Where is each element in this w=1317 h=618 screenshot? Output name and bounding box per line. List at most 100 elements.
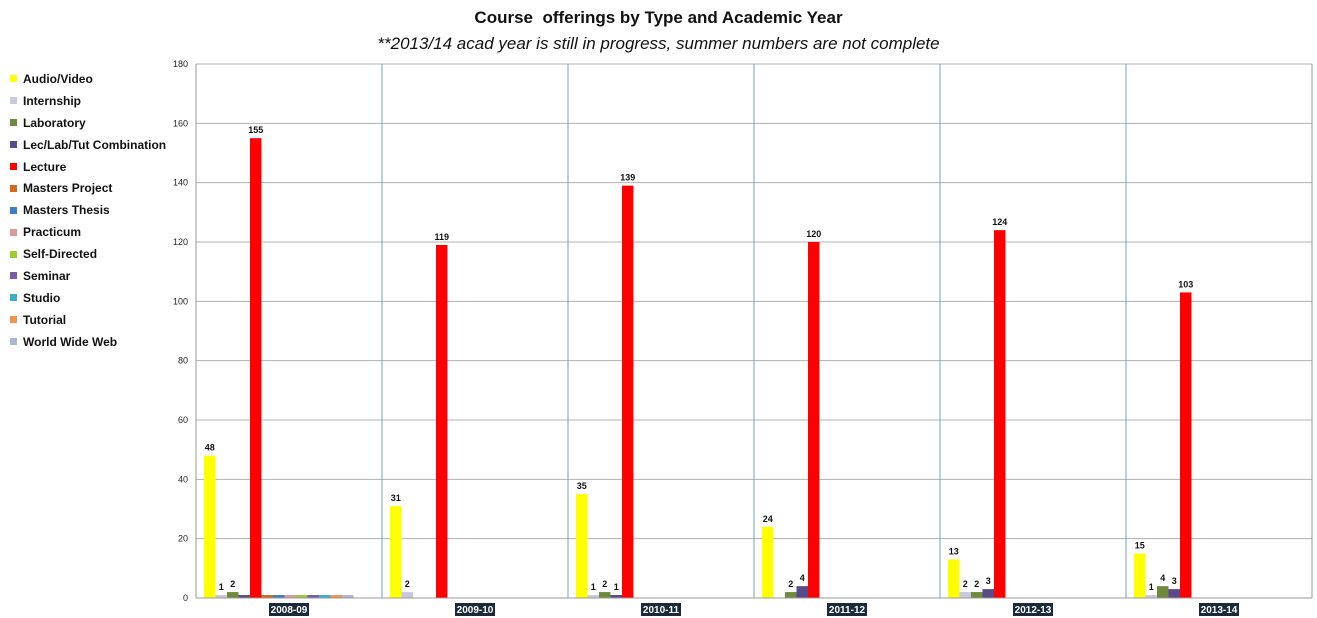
bar (261, 595, 273, 598)
legend-label: Self-Directed (23, 247, 98, 262)
legend-label: Internship (23, 93, 82, 108)
y-tick-label: 140 (173, 178, 188, 188)
bar (959, 592, 971, 598)
data-label: 24 (763, 514, 773, 524)
legend-label: Tutorial (23, 312, 67, 327)
bar (284, 595, 296, 598)
data-label: 2 (974, 579, 979, 589)
bar (319, 595, 331, 598)
x-tick-label-bg (269, 603, 309, 616)
legend-label: Studio (23, 290, 61, 305)
bar (307, 595, 319, 598)
bar (238, 595, 250, 598)
bar (227, 592, 239, 598)
legend-label: Lecture (23, 159, 67, 174)
data-label: 35 (577, 481, 587, 491)
chart-legend: Audio/Video Internship Laboratory Lec/Lab/T… (10, 68, 166, 353)
legend-item: Tutorial (10, 309, 166, 331)
legend-swatch (10, 316, 17, 324)
data-label: 2 (230, 579, 235, 589)
x-tick-label-bg (827, 603, 867, 616)
bar (273, 595, 285, 598)
bar (599, 592, 611, 598)
legend-swatch (10, 75, 17, 83)
legend-label: Laboratory (23, 115, 86, 130)
x-tick-label: 2013-14 (1201, 605, 1238, 616)
legend-label: Seminar (23, 268, 71, 283)
bar (610, 595, 622, 598)
data-label: 119 (434, 232, 449, 242)
legend-item: World Wide Web (10, 331, 166, 353)
x-tick-label-bg (1013, 603, 1053, 616)
legend-label: Audio/Video (23, 71, 93, 86)
legend-swatch (10, 206, 17, 214)
legend-item: Studio (10, 287, 166, 309)
legend-item: Lecture (10, 156, 166, 178)
bar (762, 526, 774, 598)
data-label: 2 (602, 579, 607, 589)
bar (1145, 595, 1157, 598)
data-label: 2 (963, 579, 968, 589)
y-tick-label: 160 (173, 118, 188, 128)
legend-label: Masters Project (23, 181, 113, 196)
legend-label: Masters Thesis (23, 203, 110, 218)
legend-item: Self-Directed (10, 243, 166, 265)
bar (982, 589, 994, 598)
y-tick-label: 120 (173, 237, 188, 247)
chart-title: Course offerings by Type and Academic Ye… (474, 8, 843, 27)
legend-item: Laboratory (10, 112, 166, 134)
bar (330, 595, 342, 598)
x-tick-label: 2009-10 (457, 605, 494, 616)
x-tick-label-bg (641, 603, 681, 616)
y-tick-label: 100 (173, 296, 188, 306)
bar (401, 592, 413, 598)
data-label: 3 (986, 576, 991, 586)
x-tick-label: 2012-13 (1015, 605, 1052, 616)
bar (808, 242, 820, 598)
bar (1180, 292, 1192, 598)
data-label: 4 (800, 573, 805, 583)
x-tick-label: 2011-12 (829, 605, 866, 616)
data-label: 1 (219, 582, 224, 592)
legend-label: World Wide Web (23, 334, 118, 349)
bar (971, 592, 983, 598)
data-label: 124 (992, 217, 1007, 227)
x-tick-label: 2008-09 (271, 605, 308, 616)
legend-item: Audio/Video (10, 68, 166, 90)
legend-swatch (10, 250, 17, 258)
data-label: 13 (949, 546, 959, 556)
bar (215, 595, 227, 598)
bar (576, 494, 588, 598)
data-label: 3 (1172, 576, 1177, 586)
y-tick-label: 0 (183, 593, 188, 603)
x-tick-label: 2010-11 (643, 605, 680, 616)
data-label: 155 (248, 125, 263, 135)
data-label: 1 (1149, 582, 1154, 592)
legend-swatch (10, 163, 17, 170)
bar (296, 595, 308, 598)
y-tick-label: 60 (178, 415, 188, 425)
bar (250, 138, 262, 598)
legend-swatch (10, 184, 17, 192)
data-label: 103 (1178, 279, 1193, 289)
y-tick-label: 20 (178, 534, 188, 544)
legend-label: Lec/Lab/Tut Combination (23, 137, 167, 152)
chart-subtitle: **2013/14 acad year is still in progress… (377, 34, 940, 53)
bar (587, 595, 599, 598)
bar (994, 230, 1006, 598)
legend-item: Internship (10, 90, 166, 112)
bar (948, 559, 960, 598)
data-label: 2 (405, 579, 410, 589)
y-tick-label: 180 (173, 59, 188, 69)
bar (436, 244, 448, 598)
legend-item: Masters Project (10, 177, 166, 199)
data-label: 1 (614, 582, 619, 592)
legend-swatch (10, 294, 17, 302)
bar (1168, 589, 1180, 598)
legend-swatch (10, 338, 17, 346)
legend-swatch (10, 119, 17, 127)
data-label: 2 (788, 579, 793, 589)
legend-label: Practicum (23, 225, 82, 240)
bar (1157, 586, 1169, 598)
legend-item: Masters Thesis (10, 199, 166, 221)
